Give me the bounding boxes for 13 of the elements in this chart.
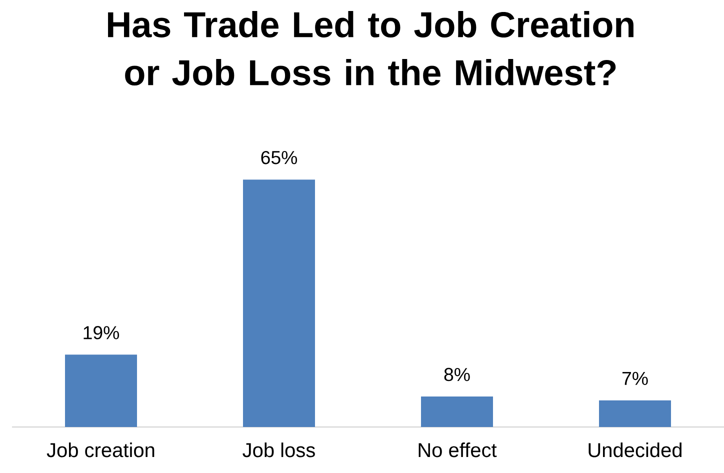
x-tick-label: Job creation: [46, 442, 154, 458]
data-label: 8%: [444, 368, 470, 382]
chart-title: Has Trade Led to Job Creation or Job Loss in the Midwest?: [108, 11, 634, 86]
data-label: 7%: [622, 372, 648, 385]
data-label: 19%: [84, 326, 120, 340]
x-tick-label: No effect: [418, 442, 497, 458]
data-label: 65%: [261, 150, 298, 164]
x-tick-label: Undecided: [588, 442, 682, 458]
bar: [599, 400, 671, 427]
x-tick-label: Job loss: [242, 442, 315, 458]
bar: [243, 180, 315, 427]
bar: [65, 354, 138, 427]
bar: [421, 396, 493, 427]
